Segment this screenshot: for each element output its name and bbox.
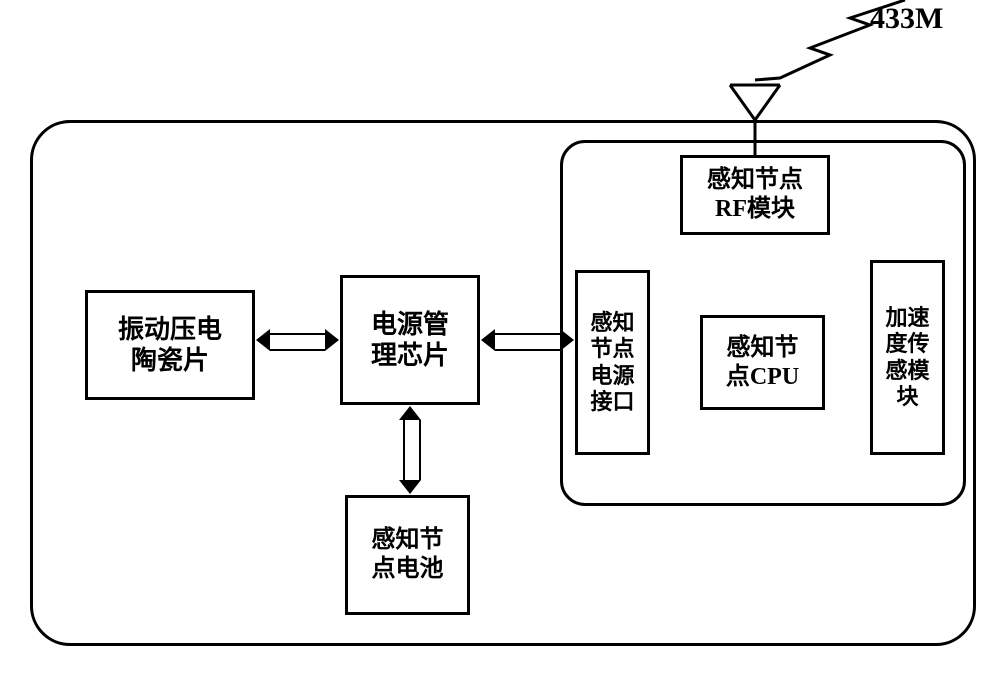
node-label: 加速度传感模块 xyxy=(885,305,929,411)
node-rf: 感知节点RF模块 xyxy=(680,155,830,235)
node-label: 感知节点电池 xyxy=(372,526,444,584)
arrow-pmic-battery xyxy=(403,420,421,480)
diagram-canvas: 振动压电陶瓷片 电源管理芯片 感知节点电池 感知节点电源接口 感知节点RF模块 … xyxy=(0,0,1000,675)
node-label: 感知节点RF模块 xyxy=(707,166,803,224)
node-pmic: 电源管理芯片 xyxy=(340,275,480,405)
node-label: 振动压电陶瓷片 xyxy=(118,314,222,376)
node-cpu: 感知节点CPU xyxy=(700,315,825,410)
node-piezo: 振动压电陶瓷片 xyxy=(85,290,255,400)
node-accel: 加速度传感模块 xyxy=(870,260,945,455)
arrow-piezo-pmic xyxy=(270,333,325,351)
node-pwrif: 感知节点电源接口 xyxy=(575,270,650,455)
node-battery: 感知节点电池 xyxy=(345,495,470,615)
frequency-label: 433M xyxy=(870,2,943,36)
node-label: 电源管理芯片 xyxy=(371,309,449,371)
node-label: 感知节点电源接口 xyxy=(590,310,634,416)
node-label: 感知节点CPU xyxy=(726,334,799,392)
arrow-pmic-pwrif xyxy=(495,333,560,351)
